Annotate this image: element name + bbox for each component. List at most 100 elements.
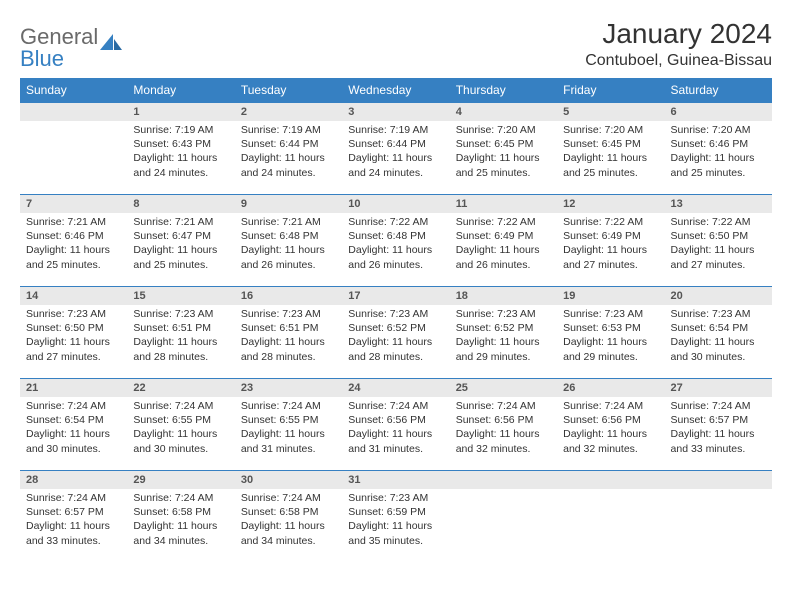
calendar-day: 16Sunrise: 7:23 AMSunset: 6:51 PMDayligh… bbox=[235, 287, 342, 379]
sunset: Sunset: 6:49 PM bbox=[563, 229, 658, 243]
day-content: Sunrise: 7:19 AMSunset: 6:44 PMDaylight:… bbox=[342, 121, 449, 184]
daylight: Daylight: 11 hours and 28 minutes. bbox=[241, 335, 336, 363]
sunset: Sunset: 6:52 PM bbox=[456, 321, 551, 335]
calendar-day: 4Sunrise: 7:20 AMSunset: 6:45 PMDaylight… bbox=[450, 103, 557, 195]
day-content: Sunrise: 7:19 AMSunset: 6:43 PMDaylight:… bbox=[127, 121, 234, 184]
daylight: Daylight: 11 hours and 24 minutes. bbox=[348, 151, 443, 179]
day-number: 30 bbox=[235, 471, 342, 489]
day-number: 14 bbox=[20, 287, 127, 305]
day-header: Saturday bbox=[665, 78, 772, 103]
daylight: Daylight: 11 hours and 26 minutes. bbox=[241, 243, 336, 271]
sunset: Sunset: 6:48 PM bbox=[241, 229, 336, 243]
calendar-table: Sunday Monday Tuesday Wednesday Thursday… bbox=[20, 78, 772, 563]
calendar-day bbox=[20, 103, 127, 195]
day-content: Sunrise: 7:24 AMSunset: 6:56 PMDaylight:… bbox=[450, 397, 557, 460]
sunset: Sunset: 6:50 PM bbox=[26, 321, 121, 335]
day-number: 22 bbox=[127, 379, 234, 397]
sunrise: Sunrise: 7:22 AM bbox=[348, 215, 443, 229]
sunset: Sunset: 6:48 PM bbox=[348, 229, 443, 243]
day-content: Sunrise: 7:22 AMSunset: 6:48 PMDaylight:… bbox=[342, 213, 449, 276]
sunset: Sunset: 6:51 PM bbox=[241, 321, 336, 335]
sunrise: Sunrise: 7:24 AM bbox=[26, 399, 121, 413]
calendar-day: 15Sunrise: 7:23 AMSunset: 6:51 PMDayligh… bbox=[127, 287, 234, 379]
daylight: Daylight: 11 hours and 25 minutes. bbox=[456, 151, 551, 179]
calendar-day: 8Sunrise: 7:21 AMSunset: 6:47 PMDaylight… bbox=[127, 195, 234, 287]
daylight: Daylight: 11 hours and 30 minutes. bbox=[26, 427, 121, 455]
day-number: 5 bbox=[557, 103, 664, 121]
sunset: Sunset: 6:50 PM bbox=[671, 229, 766, 243]
day-content: Sunrise: 7:23 AMSunset: 6:51 PMDaylight:… bbox=[235, 305, 342, 368]
day-header: Sunday bbox=[20, 78, 127, 103]
sunset: Sunset: 6:45 PM bbox=[456, 137, 551, 151]
daylight: Daylight: 11 hours and 25 minutes. bbox=[26, 243, 121, 271]
sunrise: Sunrise: 7:23 AM bbox=[241, 307, 336, 321]
sunrise: Sunrise: 7:19 AM bbox=[348, 123, 443, 137]
day-content: Sunrise: 7:24 AMSunset: 6:57 PMDaylight:… bbox=[665, 397, 772, 460]
sunset: Sunset: 6:51 PM bbox=[133, 321, 228, 335]
calendar-day: 3Sunrise: 7:19 AMSunset: 6:44 PMDaylight… bbox=[342, 103, 449, 195]
daylight: Daylight: 11 hours and 32 minutes. bbox=[563, 427, 658, 455]
daylight: Daylight: 11 hours and 28 minutes. bbox=[133, 335, 228, 363]
calendar-day: 12Sunrise: 7:22 AMSunset: 6:49 PMDayligh… bbox=[557, 195, 664, 287]
day-number: 29 bbox=[127, 471, 234, 489]
sunrise: Sunrise: 7:23 AM bbox=[26, 307, 121, 321]
sunrise: Sunrise: 7:22 AM bbox=[456, 215, 551, 229]
day-content: Sunrise: 7:24 AMSunset: 6:55 PMDaylight:… bbox=[235, 397, 342, 460]
day-number: 3 bbox=[342, 103, 449, 121]
day-content: Sunrise: 7:24 AMSunset: 6:56 PMDaylight:… bbox=[557, 397, 664, 460]
calendar-day: 7Sunrise: 7:21 AMSunset: 6:46 PMDaylight… bbox=[20, 195, 127, 287]
day-number: 12 bbox=[557, 195, 664, 213]
day-number: 26 bbox=[557, 379, 664, 397]
sunrise: Sunrise: 7:19 AM bbox=[133, 123, 228, 137]
day-content: Sunrise: 7:23 AMSunset: 6:54 PMDaylight:… bbox=[665, 305, 772, 368]
calendar-week: 28 Sunrise: 7:24 AMSunset: 6:57 PM Dayligh… bbox=[20, 471, 772, 563]
sunrise: Sunrise: 7:23 AM bbox=[456, 307, 551, 321]
logo-sail-icon bbox=[100, 34, 122, 50]
day-number: 17 bbox=[342, 287, 449, 305]
daylight: Daylight: 11 hours and 25 minutes. bbox=[563, 151, 658, 179]
calendar-day: 23Sunrise: 7:24 AMSunset: 6:55 PMDayligh… bbox=[235, 379, 342, 471]
daylight: Daylight: 11 hours and 32 minutes. bbox=[456, 427, 551, 455]
day-content: Sunrise: 7:19 AMSunset: 6:44 PMDaylight:… bbox=[235, 121, 342, 184]
sunset: Sunset: 6:55 PM bbox=[241, 413, 336, 427]
day-number bbox=[450, 471, 557, 489]
calendar-day: 6Sunrise: 7:20 AMSunset: 6:46 PMDaylight… bbox=[665, 103, 772, 195]
day-number: 4 bbox=[450, 103, 557, 121]
sunset: Sunset: 6:57 PM bbox=[26, 505, 121, 519]
sunset: Sunset: 6:46 PM bbox=[671, 137, 766, 151]
day-content: Sunrise: 7:21 AMSunset: 6:46 PMDaylight:… bbox=[20, 213, 127, 276]
sunset: Sunset: 6:52 PM bbox=[348, 321, 443, 335]
day-number: 24 bbox=[342, 379, 449, 397]
daylight: Daylight: 11 hours and 25 minutes. bbox=[671, 151, 766, 179]
sunrise: Sunrise: 7:21 AM bbox=[241, 215, 336, 229]
sunset: Sunset: 6:59 PM bbox=[348, 505, 443, 519]
day-header-row: Sunday Monday Tuesday Wednesday Thursday… bbox=[20, 78, 772, 103]
day-number: 27 bbox=[665, 379, 772, 397]
daylight: Daylight: 11 hours and 26 minutes. bbox=[348, 243, 443, 271]
sunrise: Sunrise: 7:24 AM bbox=[26, 491, 121, 505]
day-number: 19 bbox=[557, 287, 664, 305]
calendar-week: 14Sunrise: 7:23 AMSunset: 6:50 PMDayligh… bbox=[20, 287, 772, 379]
header: General Blue January 2024 Contuboel, Gui… bbox=[20, 18, 772, 72]
day-header: Monday bbox=[127, 78, 234, 103]
day-number: 9 bbox=[235, 195, 342, 213]
sunset: Sunset: 6:54 PM bbox=[671, 321, 766, 335]
day-number: 28 bbox=[20, 471, 127, 489]
day-content: Sunrise: 7:20 AMSunset: 6:45 PMDaylight:… bbox=[557, 121, 664, 184]
sunrise: Sunrise: 7:22 AM bbox=[563, 215, 658, 229]
location: Contuboel, Guinea-Bissau bbox=[585, 52, 772, 70]
logo: General Blue bbox=[20, 18, 122, 72]
day-content: Sunrise: 7:23 AMSunset: 6:53 PMDaylight:… bbox=[557, 305, 664, 368]
calendar-day: 5Sunrise: 7:20 AMSunset: 6:45 PMDaylight… bbox=[557, 103, 664, 195]
day-content: Sunrise: 7:24 AMSunset: 6:55 PMDaylight:… bbox=[127, 397, 234, 460]
calendar-day: 20Sunrise: 7:23 AMSunset: 6:54 PMDayligh… bbox=[665, 287, 772, 379]
sunrise: Sunrise: 7:23 AM bbox=[671, 307, 766, 321]
day-number: 13 bbox=[665, 195, 772, 213]
day-number: 31 bbox=[342, 471, 449, 489]
day-content: Sunrise: 7:22 AMSunset: 6:49 PMDaylight:… bbox=[450, 213, 557, 276]
sunrise: Sunrise: 7:21 AM bbox=[26, 215, 121, 229]
daylight: Daylight: 11 hours and 27 minutes. bbox=[26, 335, 121, 363]
daylight: Daylight: 11 hours and 35 minutes. bbox=[348, 519, 443, 547]
sunrise: Sunrise: 7:21 AM bbox=[133, 215, 228, 229]
calendar-day bbox=[557, 471, 664, 563]
